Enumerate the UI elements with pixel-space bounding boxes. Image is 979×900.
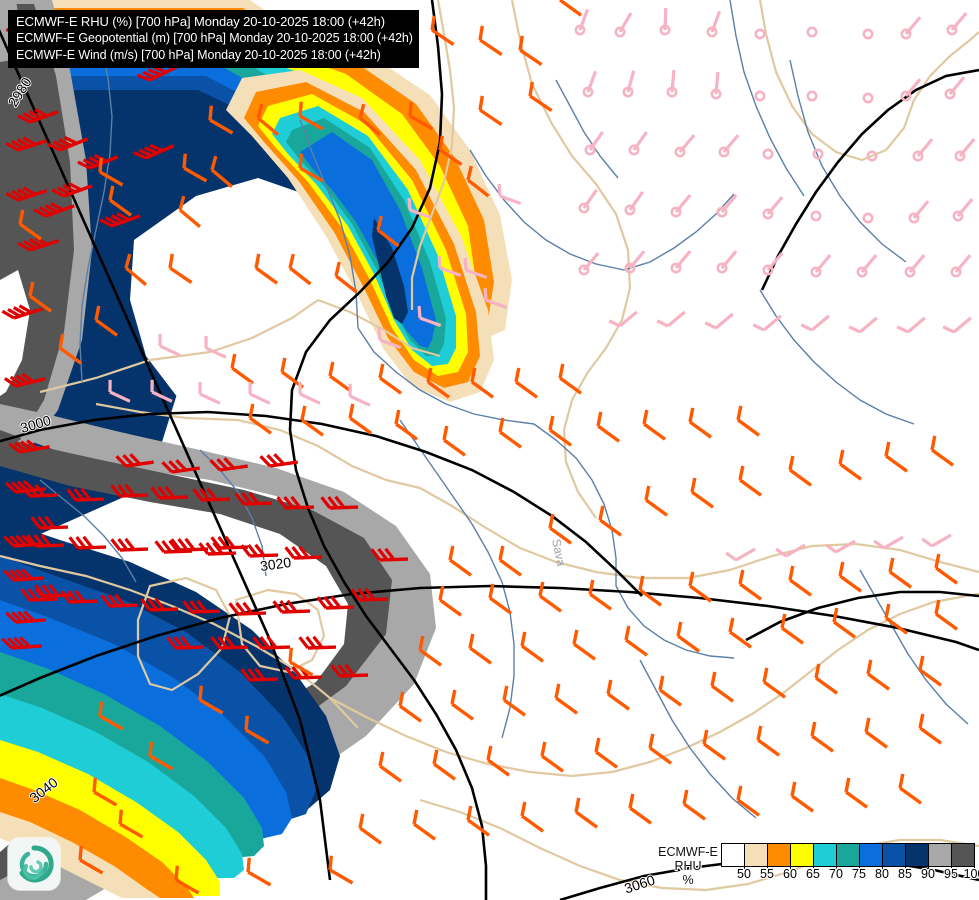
title-line-rhu: ECMWF-E RHU (%) [700 hPa] Monday 20-10-2…: [16, 14, 386, 29]
legend-tick-90: 90: [921, 867, 935, 881]
legend-tick-mark: [859, 864, 860, 871]
legend-tick-mark: [813, 864, 814, 871]
legend-tick-65: 65: [806, 867, 820, 881]
legend-tick-mark: [928, 864, 929, 871]
legend-bar-wrapper: 50 55 60 65 70 75 80 85 90 95 100: [721, 843, 979, 889]
rhu-color-legend: ECMWF-E RHU % 50 55 60 65 70 75 80 85 90 95 100: [655, 843, 979, 889]
legend-swatch-90-95: [929, 844, 952, 866]
legend-unit: %: [682, 873, 694, 887]
title-line-wind: ECMWF-E Wind (m/s) [700 hPa] Monday 20-1…: [16, 48, 381, 62]
legend-swatch-60-65: [791, 844, 814, 866]
legend-model: ECMWF-E: [658, 845, 718, 859]
legend-tick-mark: [836, 864, 837, 871]
legend-tick-labels: 50 55 60 65 70 75 80 85 90 95 100: [721, 864, 979, 889]
legend-swatch-85-90: [906, 844, 929, 866]
legend-caption: ECMWF-E RHU %: [655, 843, 721, 887]
legend-swatch-70-75: [837, 844, 860, 866]
legend-tick-mark: [951, 864, 952, 871]
spiral-icon: [8, 838, 60, 890]
legend-tick-mark: [767, 864, 768, 871]
map-title-box: ECMWF-E RHU (%) [700 hPa] Monday 20-10-2…: [8, 10, 419, 68]
legend-tick-55: 55: [760, 867, 774, 881]
legend-swatch-bar: [721, 843, 975, 867]
river-name-label: Sava: [549, 538, 568, 568]
legend-tick-50: 50: [737, 867, 751, 881]
legend-swatch-<50: [722, 844, 745, 866]
legend-swatch-75-80: [860, 844, 883, 866]
legend-swatch-65-70: [814, 844, 837, 866]
legend-tick-mark: [974, 864, 975, 871]
legend-tick-100: 100: [963, 867, 979, 881]
rhu-field-west-high: [0, 0, 92, 460]
legend-tick-60: 60: [783, 867, 797, 881]
legend-swatch-55-60: [768, 844, 791, 866]
legend-swatch-50-55: [745, 844, 768, 866]
provider-logo[interactable]: [8, 838, 60, 890]
title-line-geopotential: ECMWF-E Geopotential (m) [700 hPa] Monda…: [16, 31, 413, 45]
legend-tick-85: 85: [898, 867, 912, 881]
legend-tick-mark: [905, 864, 906, 871]
legend-tick-95: 95: [944, 867, 958, 881]
legend-tick-mark: [882, 864, 883, 871]
legend-swatch-95-100: [952, 844, 974, 866]
legend-tick-80: 80: [875, 867, 889, 881]
legend-tick-mark: [744, 864, 745, 871]
legend-tick-75: 75: [852, 867, 866, 881]
legend-variable: RHU: [674, 859, 702, 873]
legend-tick-70: 70: [829, 867, 843, 881]
legend-tick-mark: [790, 864, 791, 871]
legend-swatch-80-85: [883, 844, 906, 866]
